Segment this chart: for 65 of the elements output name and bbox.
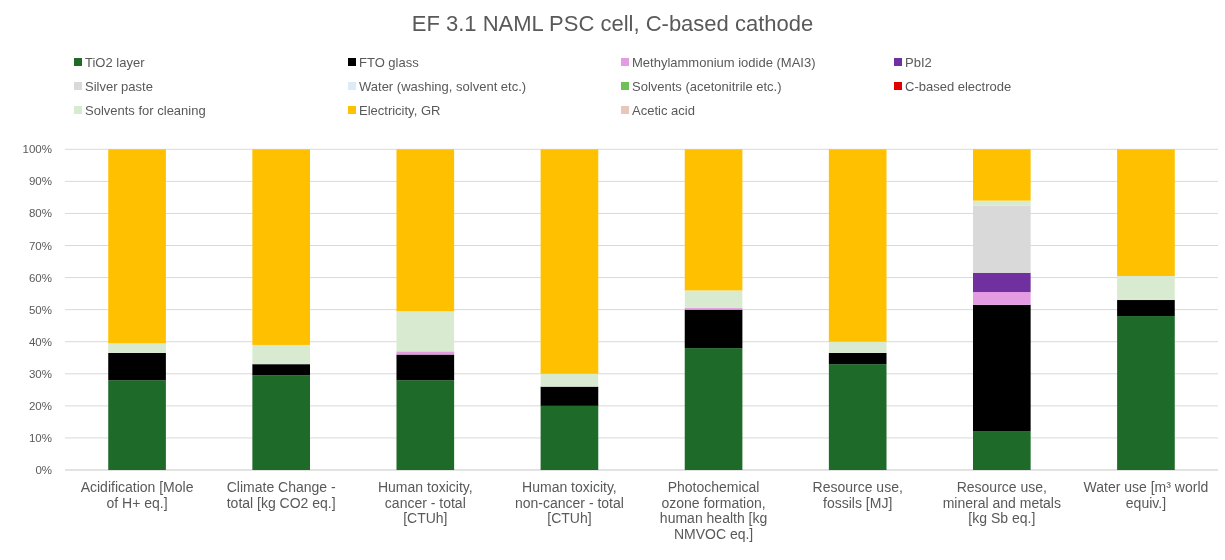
- legend-label: PbI2: [905, 54, 932, 70]
- bar: [540, 149, 599, 374]
- legend-label: Electricity, GR: [359, 102, 441, 118]
- bar: [828, 341, 887, 353]
- legend-label: Methylammonium iodide (MAI3): [632, 54, 816, 70]
- bar: [540, 373, 599, 387]
- x-tick-label: Human toxicity, non-cancer - total [CTUh]: [514, 479, 624, 526]
- legend-label: Solvents for cleaning: [85, 102, 206, 118]
- bar: [684, 348, 743, 470]
- x-tick-label: Resource use, mineral and metals [kg Sb eq.]: [942, 479, 1061, 526]
- y-tick-label: 80%: [28, 207, 52, 220]
- bar: [1117, 275, 1175, 301]
- legend-label: Silver paste: [85, 78, 153, 94]
- bar: [684, 309, 743, 349]
- bar: [1117, 316, 1175, 470]
- legend-label: Water (washing, solvent etc.): [359, 78, 527, 94]
- bar: [684, 290, 743, 309]
- x-tick-label: Acidification [Mole of H+ eq.]: [80, 479, 194, 511]
- bar: [972, 431, 1031, 470]
- y-tick-label: 30%: [28, 367, 52, 380]
- bar: [108, 352, 166, 381]
- bar: [252, 375, 311, 470]
- y-tick-label: 90%: [28, 175, 52, 188]
- bar: [396, 149, 455, 312]
- x-tick-label: Water use [m³ world equiv.]: [1083, 479, 1209, 511]
- y-tick-label: 100%: [22, 143, 52, 156]
- x-tick-label: Resource use, fossils [MJ]: [812, 479, 903, 511]
- legend-label: FTO glass: [359, 54, 420, 70]
- chart-title: EF 3.1 NAML PSC cell, C-based cathode: [411, 11, 814, 36]
- bar: [972, 292, 1031, 305]
- bar: [1117, 300, 1175, 317]
- bar: [684, 149, 743, 291]
- legend-label: Solvents (acetonitrile etc.): [632, 78, 782, 94]
- bar: [108, 380, 166, 470]
- y-tick-label: 50%: [28, 303, 52, 316]
- x-tick-label: Photochemical ozone formation, human health [kg NMVOC eq.]: [659, 479, 768, 542]
- legend-label: Acetic acid: [632, 102, 695, 118]
- bar: [396, 354, 455, 381]
- bar: [972, 149, 1031, 201]
- y-tick-label: 40%: [28, 335, 52, 348]
- bar: [828, 364, 887, 470]
- bar: [396, 311, 455, 352]
- bar: [396, 380, 455, 470]
- bar: [1117, 149, 1175, 276]
- bar: [540, 386, 599, 406]
- bar: [540, 405, 599, 470]
- x-tick-label: Climate Change - total [kg CO2 eq.]: [226, 479, 336, 511]
- y-tick-label: 20%: [28, 399, 52, 412]
- bar: [972, 272, 1031, 293]
- bar: [252, 149, 311, 345]
- x-tick-label: Human toxicity, cancer - total [CTUh]: [377, 479, 473, 526]
- y-tick-label: 60%: [28, 271, 52, 284]
- bar: [972, 304, 1031, 432]
- bar: [252, 344, 311, 365]
- y-tick-label: 0%: [35, 464, 52, 477]
- bar: [828, 149, 887, 342]
- y-tick-label: 10%: [28, 431, 52, 444]
- bar: [108, 343, 166, 353]
- bar: [828, 352, 887, 365]
- bar: [108, 149, 166, 344]
- legend-label: TiO2 layer: [85, 54, 146, 70]
- bar: [396, 351, 455, 355]
- legend-label: C-based electrode: [905, 78, 1012, 94]
- y-tick-label: 70%: [28, 239, 52, 252]
- bar: [252, 364, 311, 376]
